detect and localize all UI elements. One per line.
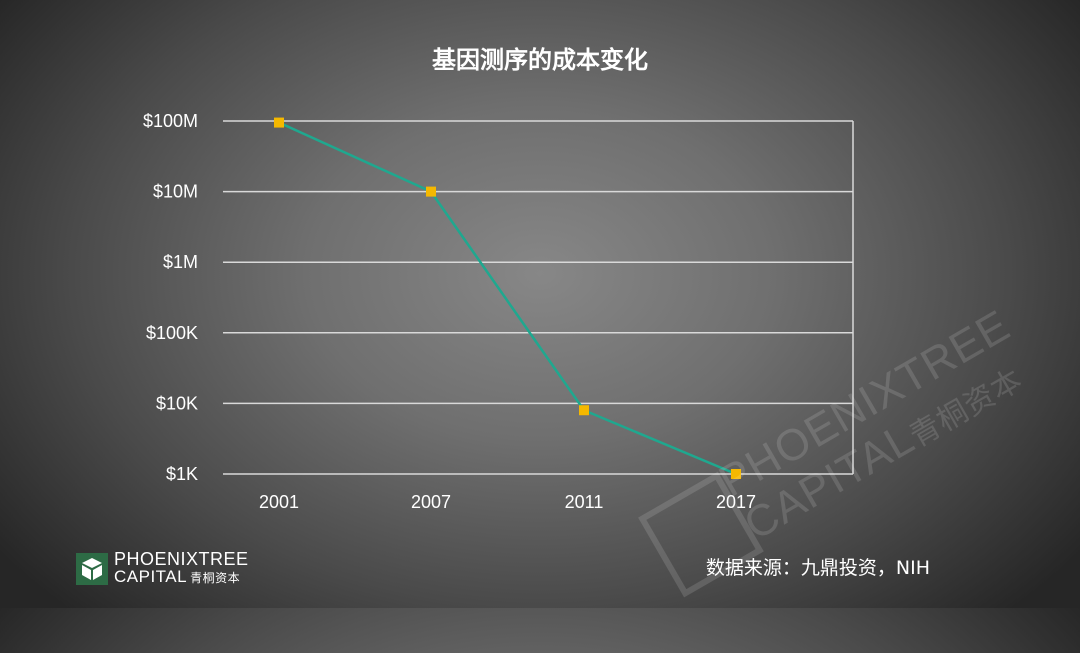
series-line	[278, 121, 737, 476]
series-group	[274, 117, 741, 479]
line-chart: $100M $10M $1M $100K $10K $1K 2001 2007 2011 201…	[143, 111, 854, 512]
logo-line2-en: CAPITAL	[114, 567, 188, 586]
logo-line2: CAPITAL 青桐资本	[114, 568, 249, 587]
x-tick-label: 2011	[565, 492, 604, 512]
x-tick-label: 2007	[411, 492, 451, 512]
data-point-marker	[579, 405, 589, 416]
y-tick-label: $100K	[146, 323, 198, 343]
logo-text: PHOENIXTREE CAPITAL 青桐资本	[114, 550, 249, 587]
company-logo: PHOENIXTREE CAPITAL 青桐资本	[76, 550, 249, 587]
gridlines	[223, 120, 854, 475]
chart-title: 基因测序的成本变化	[432, 46, 648, 74]
source-note: 数据来源：九鼎投资，NIH	[705, 557, 930, 579]
data-point-marker	[731, 469, 741, 479]
y-tick-label: $1K	[166, 464, 198, 484]
y-tick-label: $10K	[156, 393, 198, 413]
x-tick-label: 2017	[716, 492, 756, 512]
y-axis-tick-labels: $100M $10M $1M $100K $10K $1K	[143, 111, 198, 484]
x-axis-tick-labels: 2001 2007 2011 2017	[259, 492, 756, 512]
y-tick-label: $100M	[143, 111, 198, 131]
y-tick-label: $10M	[153, 182, 198, 202]
data-point-marker	[426, 186, 436, 197]
logo-line2-cn: 青桐资本	[190, 571, 241, 585]
logo-mark-icon	[76, 552, 108, 585]
logo-line1: PHOENIXTREE	[114, 549, 249, 569]
y-tick-label: $1M	[163, 252, 198, 272]
x-tick-label: 2001	[259, 492, 299, 512]
data-point-marker	[274, 117, 284, 128]
